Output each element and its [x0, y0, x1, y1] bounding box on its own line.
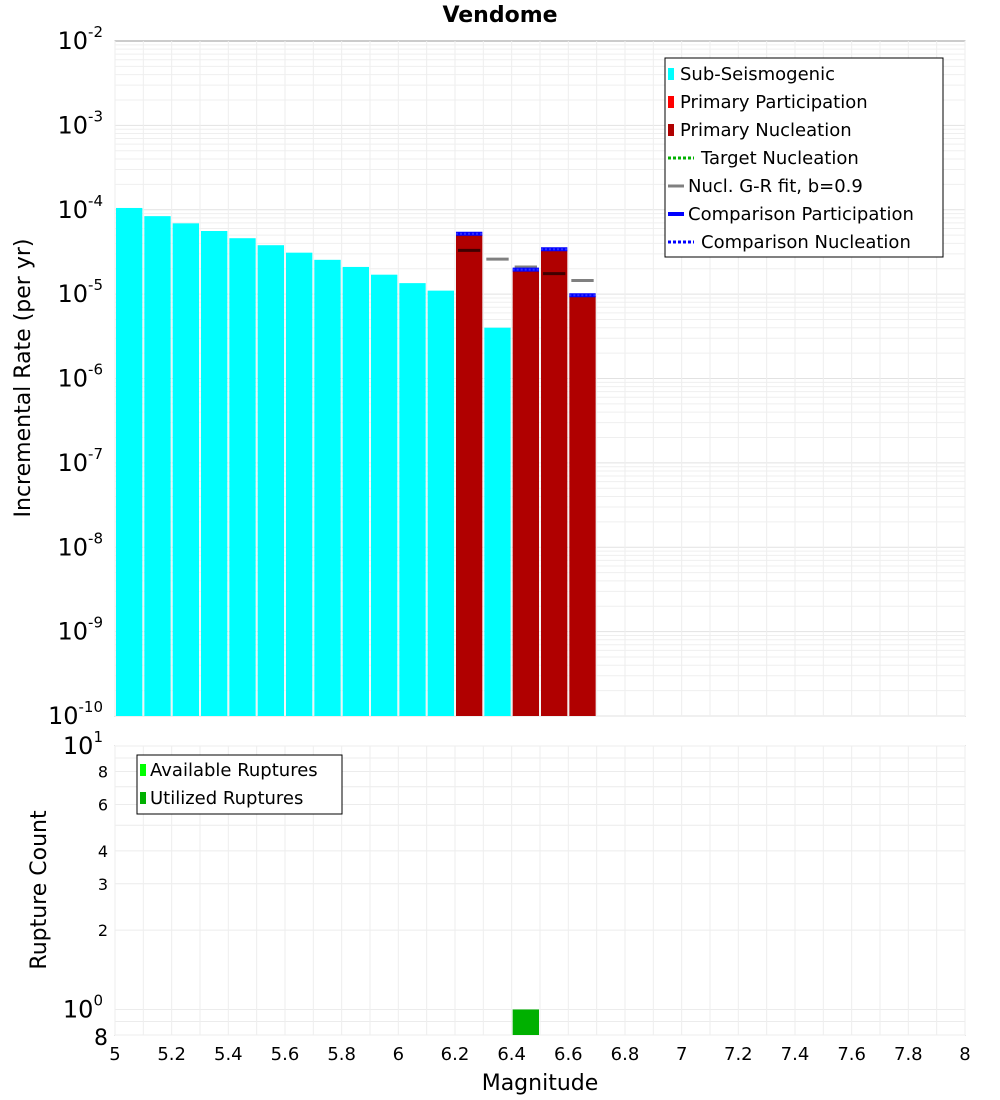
sub-seismogenic-bar [172, 223, 199, 716]
primary-nucleation-bar [456, 235, 483, 716]
count-y-axis-label: Rupture Count [27, 810, 52, 970]
sub-seismogenic-bar [286, 252, 313, 716]
count-legend-box [136, 754, 343, 815]
sub-seismogenic-bar [257, 245, 284, 717]
chart-title: Vendome [442, 3, 557, 28]
rate-y-tick-label: 10-10 [48, 698, 103, 730]
legend-label: Utilized Ruptures [150, 788, 303, 809]
rate-y-tick-label: 10-2 [57, 23, 103, 55]
legend-label: Comparison Participation [688, 204, 914, 225]
count-y-minor-tick-label: 3 [98, 875, 108, 894]
sub-seismogenic-bar [484, 327, 511, 716]
x-tick-label: 6 [393, 1044, 404, 1065]
legend-swatch [668, 96, 674, 108]
x-tick-label: 7.8 [894, 1044, 923, 1065]
rate-y-ticks: 10-2 10-3 10-4 10-5 10-6 10-7 10-8 10-9 10-10 [48, 23, 103, 730]
legend-label: Available Ruptures [150, 760, 318, 781]
rate-y-tick-label: 10-5 [57, 276, 103, 308]
rate-y-tick-label: 10-8 [57, 529, 103, 561]
rate-y-tick-label: 10-9 [57, 614, 103, 646]
sub-seismogenic-bar [371, 274, 398, 716]
count-legend: Available Ruptures Utilized Ruptures [136, 754, 343, 815]
legend-label: Comparison Nucleation [701, 232, 911, 253]
legend-label: Nucl. G-R fit, b=0.9 [688, 176, 863, 197]
x-tick-label: 6.4 [497, 1044, 526, 1065]
x-tick-label: 6.2 [441, 1044, 470, 1065]
count-y-minor-tick-label: 8 [94, 1026, 108, 1051]
count-y-major-tick-label: 101 [63, 728, 103, 760]
x-ticks: 5 5.2 5.4 5.6 5.8 6 6.2 6.4 6.6 6.8 7 7.2 7.4 7.6 7.8 8 [109, 1044, 970, 1065]
x-tick-label: 6.6 [554, 1044, 583, 1065]
rate-legend-box [664, 57, 944, 258]
x-tick-label: 5.2 [157, 1044, 186, 1065]
legend-swatch [668, 124, 674, 136]
x-tick-label: 7.4 [781, 1044, 810, 1065]
legend-label: Primary Participation [680, 92, 868, 113]
rate-y-axis-label: Incremental Rate (per yr) [11, 239, 36, 518]
rate-y-tick-label: 10-3 [57, 107, 103, 139]
legend-label: Sub-Seismogenic [680, 64, 835, 85]
rate-legend: Sub-Seismogenic Primary Participation Prim… [664, 57, 944, 258]
count-y-minor-tick-label: 4 [98, 842, 108, 861]
sub-seismogenic-bar [116, 207, 143, 716]
legend-swatch [140, 792, 146, 804]
x-tick-label: 7.2 [724, 1044, 753, 1065]
count-y-ticks: 101 100 8 6 4 3 2 8 [63, 728, 108, 1051]
count-y-minor-tick-label: 6 [98, 795, 108, 814]
rate-y-tick-label: 10-4 [57, 192, 103, 224]
x-tick-label: 5.4 [214, 1044, 243, 1065]
sub-seismogenic-bar [144, 216, 171, 717]
sub-seismogenic-bar [427, 290, 454, 716]
rate-y-tick-label: 10-6 [57, 361, 103, 393]
primary-nucleation-bar [512, 270, 539, 716]
legend-label: Primary Nucleation [680, 120, 852, 141]
count-y-major-tick-label: 100 [63, 991, 103, 1023]
count-y-minor-tick-label: 8 [98, 763, 108, 782]
count-bars [512, 1009, 539, 1035]
utilized-ruptures-bar [512, 1009, 539, 1035]
sub-seismogenic-bar [399, 283, 426, 716]
primary-nucleation-bar [569, 296, 596, 716]
x-tick-label: 6.8 [611, 1044, 640, 1065]
primary-nucleation-bar [541, 250, 568, 717]
legend-label: Target Nucleation [700, 148, 859, 169]
sub-seismogenic-bar [342, 266, 369, 716]
legend-swatch [668, 68, 674, 80]
sub-seismogenic-bar [314, 259, 341, 716]
x-tick-label: 5.8 [327, 1044, 356, 1065]
x-tick-label: 8 [959, 1044, 970, 1065]
rate-y-tick-label: 10-7 [57, 445, 103, 477]
x-tick-label: 5 [109, 1044, 120, 1065]
x-tick-label: 7 [676, 1044, 687, 1065]
sub-seismogenic-bar [201, 230, 228, 716]
x-axis-label: Magnitude [482, 1071, 599, 1096]
x-tick-label: 7.6 [837, 1044, 866, 1065]
legend-swatch [140, 764, 146, 776]
x-tick-label: 5.6 [271, 1044, 300, 1065]
sub-seismogenic-bar [229, 238, 256, 716]
count-y-minor-tick-label: 2 [98, 921, 108, 940]
rate-bars [116, 207, 596, 717]
